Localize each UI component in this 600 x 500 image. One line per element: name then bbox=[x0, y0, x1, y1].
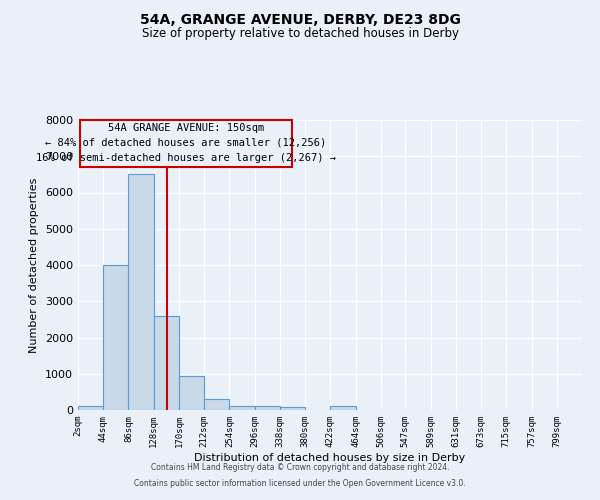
Text: 54A, GRANGE AVENUE, DERBY, DE23 8DG: 54A, GRANGE AVENUE, DERBY, DE23 8DG bbox=[140, 12, 460, 26]
Bar bbox=[280, 407, 305, 410]
Bar bbox=[204, 399, 229, 410]
Bar bbox=[154, 316, 179, 410]
Bar bbox=[103, 265, 128, 410]
Bar bbox=[229, 406, 254, 410]
Bar bbox=[128, 174, 154, 410]
Text: ← 84% of detached houses are smaller (12,256): ← 84% of detached houses are smaller (12… bbox=[45, 138, 326, 147]
Bar bbox=[331, 406, 356, 410]
FancyBboxPatch shape bbox=[80, 120, 292, 167]
Text: 16% of semi-detached houses are larger (2,267) →: 16% of semi-detached houses are larger (… bbox=[36, 152, 336, 162]
X-axis label: Distribution of detached houses by size in Derby: Distribution of detached houses by size … bbox=[194, 452, 466, 462]
Y-axis label: Number of detached properties: Number of detached properties bbox=[29, 178, 40, 352]
Text: 54A GRANGE AVENUE: 150sqm: 54A GRANGE AVENUE: 150sqm bbox=[108, 124, 264, 134]
Bar bbox=[254, 406, 280, 410]
Text: Size of property relative to detached houses in Derby: Size of property relative to detached ho… bbox=[142, 28, 458, 40]
Bar bbox=[78, 406, 103, 410]
Text: Contains HM Land Registry data © Crown copyright and database right 2024.: Contains HM Land Registry data © Crown c… bbox=[151, 464, 449, 472]
Bar bbox=[179, 376, 204, 410]
Text: Contains public sector information licensed under the Open Government Licence v3: Contains public sector information licen… bbox=[134, 478, 466, 488]
